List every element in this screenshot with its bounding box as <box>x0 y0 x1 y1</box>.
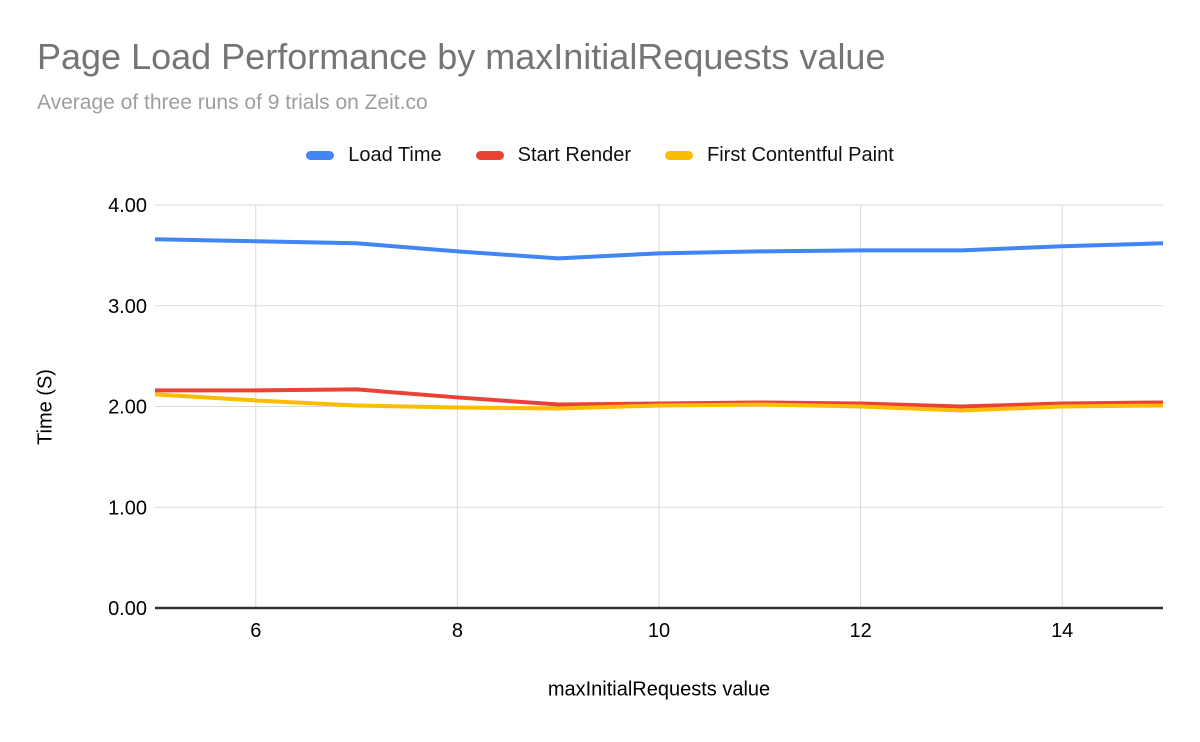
y-tick-label: 4.00 <box>108 195 147 217</box>
x-tick-label: 6 <box>250 620 261 642</box>
x-tick-label: 10 <box>648 620 670 642</box>
y-tick-label: 1.00 <box>108 497 147 519</box>
series-line-load-time <box>154 237 1164 261</box>
chart-subtitle: Average of three runs of 9 trials on Zei… <box>37 91 428 114</box>
legend-swatch-first-contentful-paint <box>665 150 694 160</box>
y-tick-label: 3.00 <box>108 296 147 318</box>
legend-label: Start Render <box>517 143 632 166</box>
x-tick-label: 12 <box>849 620 871 642</box>
legend-label: First Contentful Paint <box>707 143 894 166</box>
legend-item-start-render: Start Render <box>475 143 632 167</box>
legend-label: Load Time <box>348 143 442 166</box>
legend-swatch-start-render <box>475 150 504 160</box>
y-tick-label: 0.00 <box>108 598 147 620</box>
y-tick-label: 2.00 <box>108 397 147 419</box>
legend-swatch-load-time <box>306 150 335 160</box>
x-axis-title: maxInitialRequests value <box>547 678 771 701</box>
x-tick-label: 8 <box>452 620 463 642</box>
series-line-first-contentful-paint <box>154 392 1164 413</box>
series-line-start-render <box>155 387 1164 409</box>
legend-item-first-contentful-paint: First Contentful Paint <box>665 144 894 167</box>
legend-item-load-time: Load Time <box>306 143 442 167</box>
chart-title: Page Load Performance by maxInitialReque… <box>37 36 886 77</box>
legend: Load Time Start Render First Contentful … <box>0 142 1200 168</box>
x-tick-label: 14 <box>1051 620 1073 642</box>
